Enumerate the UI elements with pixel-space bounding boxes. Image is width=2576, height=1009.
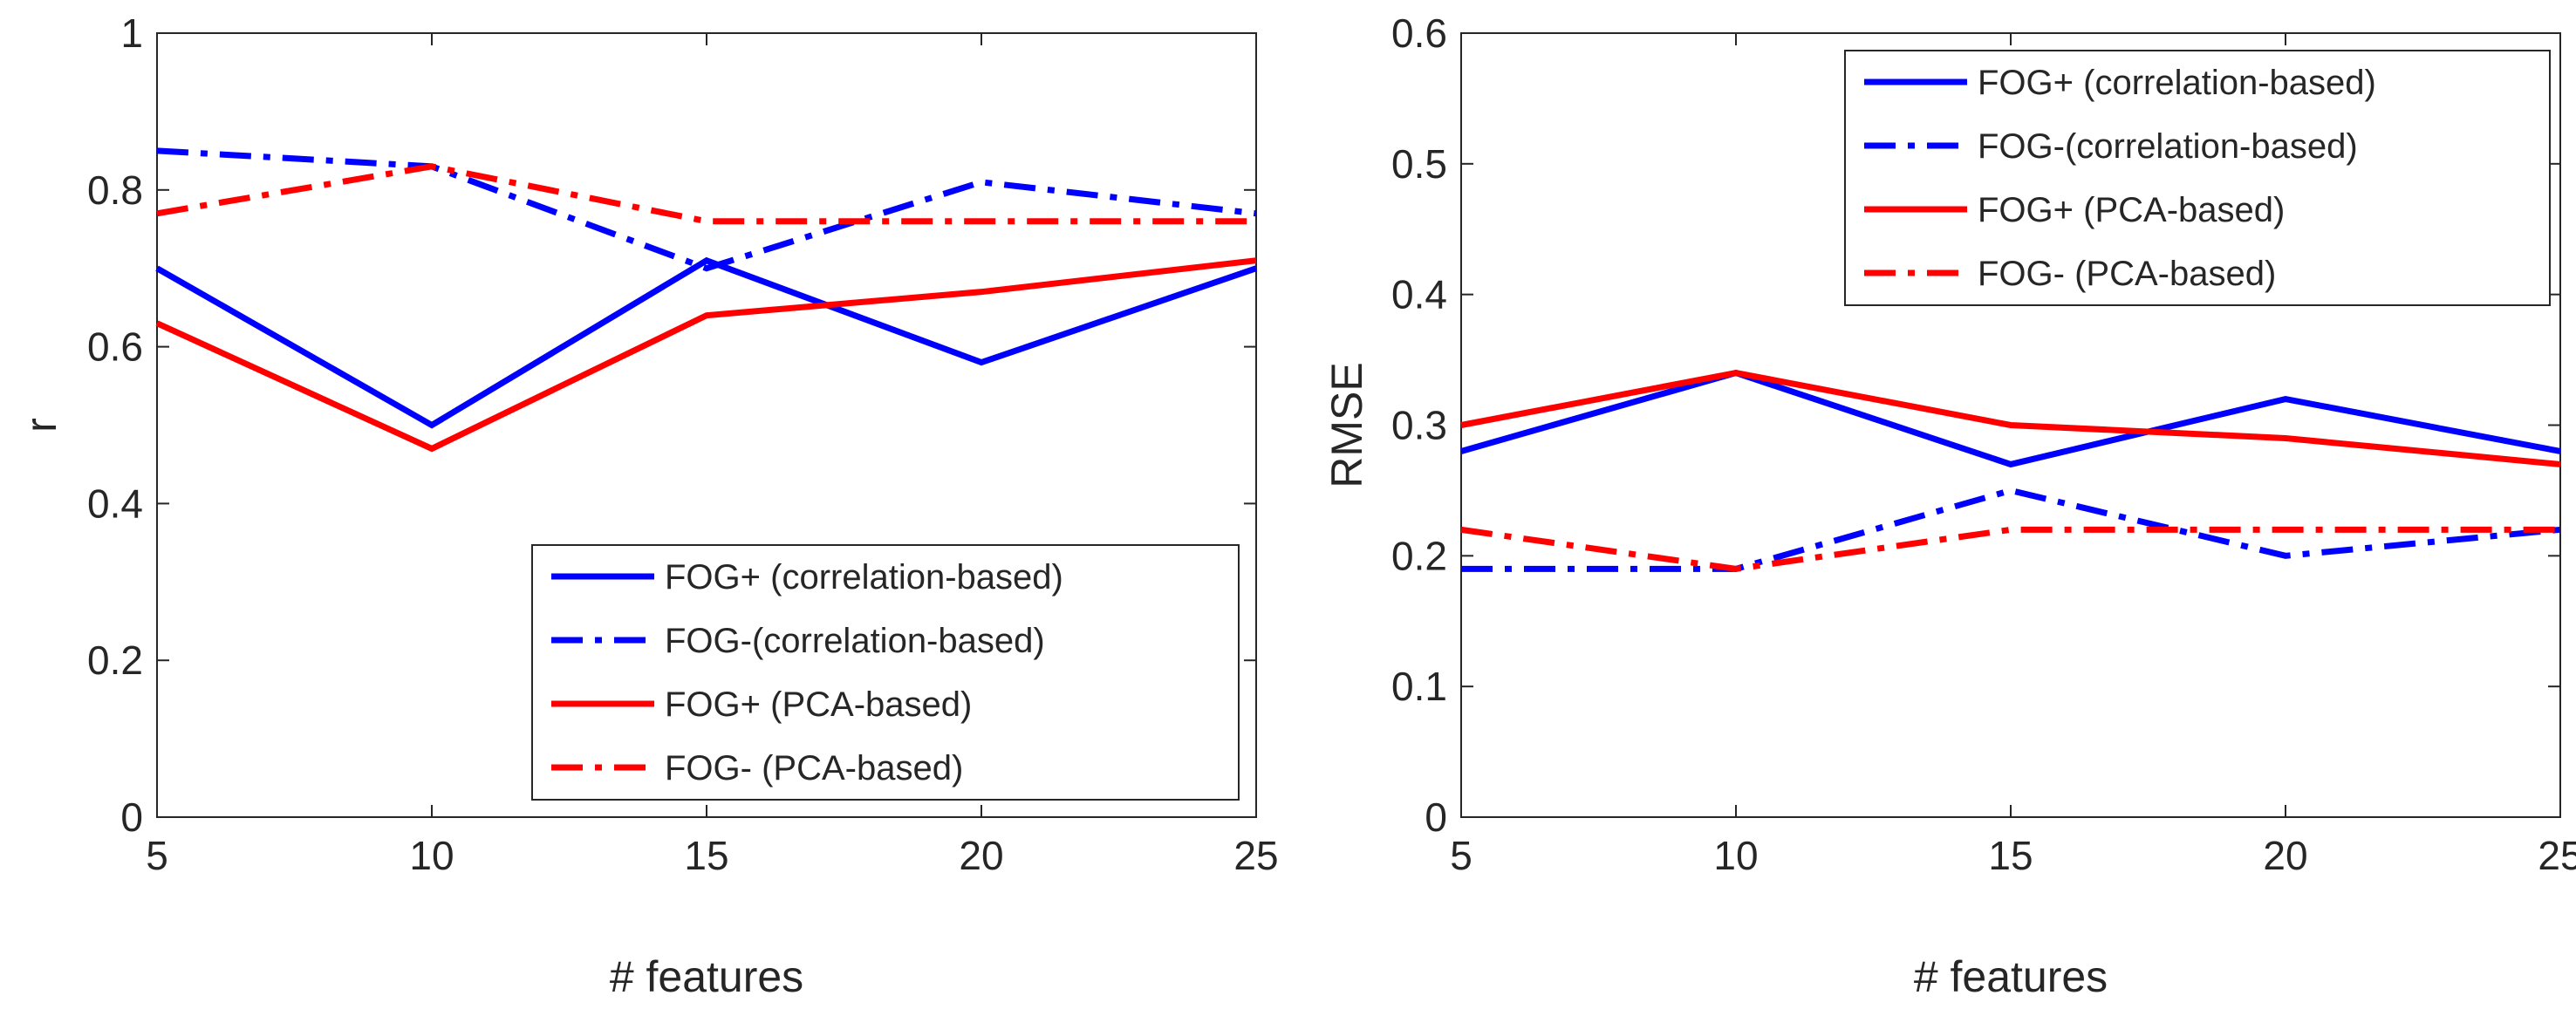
y-tick-label: 0.1 [1391,664,1447,709]
x-tick-label: 20 [959,833,1003,878]
y-tick-label: 0.6 [1391,10,1447,56]
legend-box [531,544,1240,801]
x-tick-label: 5 [1450,833,1472,878]
legend-entry-2: FOG-(correlation-based) [1978,127,2358,166]
x-tick-label: 15 [1988,833,2033,878]
y-tick-label: 0.8 [87,167,143,213]
y-tick-label: 0.2 [87,637,143,683]
legend-entry-4: FOG- (PCA-based) [665,749,963,787]
series-line-1 [1460,369,2561,468]
series-line-1 [155,256,1258,429]
y-tick-label: 0.3 [1391,403,1447,448]
x-tick-label: 20 [2263,833,2307,878]
y-tick-label: 0 [120,794,143,840]
y-tick-label: 0.5 [1391,141,1447,187]
legend: FOG+ (correlation-based) FOG-(correlation… [531,544,1240,801]
y-axis-label: r [17,418,65,433]
x-tick-label: 25 [2538,833,2576,878]
x-tick-label: 5 [146,833,168,878]
x-tick-label: 25 [1233,833,1278,878]
legend-box [1844,50,2551,306]
series-line-3 [155,257,1257,453]
y-tick-label: 0.4 [87,481,143,526]
legend-entry-2: FOG-(correlation-based) [665,622,1045,660]
legend-entry-3: FOG+ (PCA-based) [1978,191,2285,229]
chart-panel-2: 0 0.1 0.2 0.3 0.4 0.5 0.6 5 10 15 20 25 # features RM… [1322,10,2576,1001]
legend-entry-1: FOG+ (correlation-based) [665,558,1063,597]
x-tick-label: 10 [1713,833,1758,878]
legend-entry-1: FOG+ (correlation-based) [1978,64,2376,102]
x-tick-label: 15 [684,833,728,878]
y-tick-label: 1 [120,10,143,56]
series-line-2 [156,147,1257,272]
y-tick-label: 0 [1425,794,1447,840]
x-axis-label: # features [610,952,803,1001]
x-tick-label: 10 [409,833,454,878]
x-axis-label: # features [1914,952,2108,1001]
y-tick-label: 0.2 [1391,533,1447,578]
legend-entry-4: FOG- (PCA-based) [1978,255,2276,293]
legend: FOG+ (correlation-based) FOG-(correlation… [1844,50,2551,306]
legend-entry-3: FOG+ (PCA-based) [665,685,972,724]
series-line-4 [156,163,1256,225]
y-tick-label: 0.4 [1391,272,1447,317]
y-axis-label: RMSE [1322,362,1371,487]
y-tick-label: 0.6 [87,324,143,370]
series-line-3 [1460,370,2561,467]
